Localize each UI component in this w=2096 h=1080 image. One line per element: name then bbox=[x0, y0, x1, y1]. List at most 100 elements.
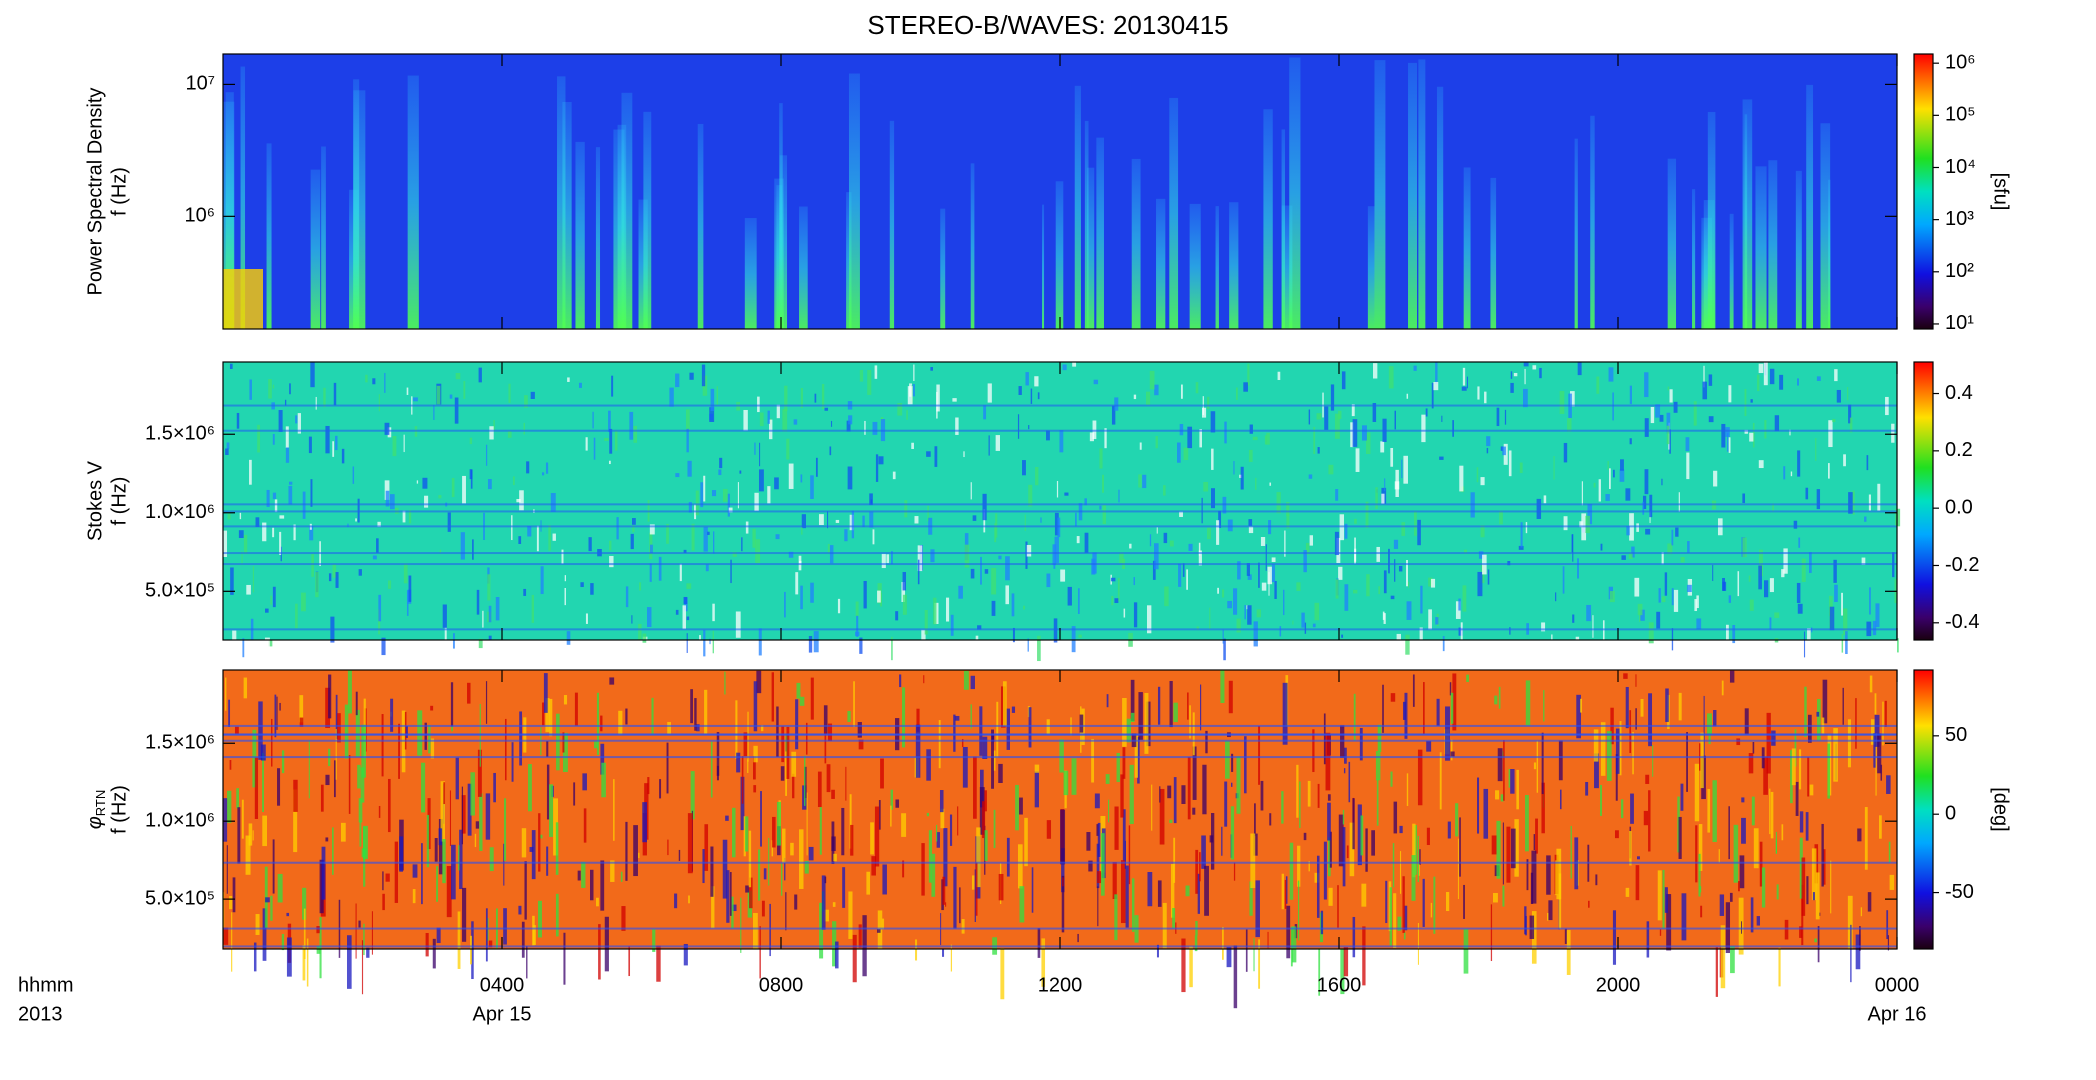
heatmap-cell bbox=[328, 674, 332, 719]
heatmap-cell bbox=[690, 771, 695, 820]
heatmap-cell bbox=[833, 853, 837, 862]
y-axis-label-subscript: RTN bbox=[93, 790, 108, 816]
heatmap-cell bbox=[1236, 618, 1241, 633]
heatmap-cell bbox=[767, 486, 771, 504]
heatmap-cell bbox=[949, 814, 953, 846]
heatmap-cell bbox=[1732, 625, 1736, 644]
heatmap-cell bbox=[895, 611, 899, 621]
heatmap-cell bbox=[553, 798, 559, 856]
heatmap-cell bbox=[1855, 934, 1861, 970]
heatmap-cell bbox=[667, 722, 671, 735]
heatmap-cell bbox=[285, 447, 290, 463]
heatmap-cell bbox=[365, 374, 368, 383]
heatmap-cell bbox=[1502, 885, 1505, 907]
heatmap-cell bbox=[299, 717, 304, 727]
heatmap-cell bbox=[1463, 167, 1471, 329]
heatmap-cell bbox=[901, 687, 906, 748]
heatmap-cell bbox=[785, 751, 788, 796]
heatmap-cell bbox=[359, 820, 362, 847]
heatmap-background bbox=[223, 670, 1897, 949]
heatmap-cell bbox=[1240, 466, 1244, 490]
heatmap-cell bbox=[488, 940, 493, 948]
heatmap-cell bbox=[1741, 797, 1745, 803]
heatmap-cell bbox=[1394, 481, 1400, 490]
heatmap-cell bbox=[1138, 692, 1143, 740]
heatmap-cell bbox=[1738, 881, 1740, 892]
heatmap-cell bbox=[1491, 835, 1497, 855]
heatmap-cell bbox=[995, 435, 1000, 451]
heatmap-cell bbox=[1125, 865, 1129, 928]
heatmap-cell bbox=[799, 206, 808, 329]
heatmap-cell bbox=[1279, 626, 1282, 637]
heatmap-cell bbox=[1686, 452, 1690, 480]
heatmap-cell bbox=[265, 897, 270, 903]
heatmap-cell bbox=[731, 896, 734, 929]
heatmap-cell bbox=[824, 909, 829, 922]
heatmap-cell bbox=[740, 897, 742, 953]
heatmap-cell bbox=[299, 695, 304, 723]
heatmap-cell bbox=[332, 563, 337, 578]
heatmap-cell bbox=[630, 533, 634, 550]
heatmap-cell bbox=[1642, 495, 1647, 510]
heatmap-cell bbox=[771, 840, 774, 857]
heatmap-cell bbox=[683, 596, 688, 605]
heatmap-cell bbox=[363, 825, 368, 860]
heatmap-cell bbox=[1323, 713, 1326, 765]
heatmap-cell bbox=[1687, 541, 1690, 553]
heatmap-cell bbox=[1671, 529, 1674, 546]
heatmap-cell bbox=[609, 540, 612, 551]
heatmap-cell bbox=[1819, 912, 1821, 916]
heatmap-cell bbox=[901, 813, 907, 837]
heatmap-cell bbox=[1116, 752, 1120, 782]
heatmap-cell bbox=[274, 694, 277, 738]
heatmap-cell bbox=[585, 613, 588, 624]
heatmap-cell bbox=[743, 409, 748, 431]
heatmap-cell bbox=[933, 597, 937, 625]
heatmap-cell bbox=[1541, 622, 1546, 632]
heatmap-cell bbox=[1571, 534, 1573, 553]
heatmap-cell bbox=[1623, 673, 1628, 679]
heatmap-cell bbox=[1130, 679, 1135, 721]
heatmap-cell bbox=[449, 790, 452, 846]
heatmap-cell bbox=[1658, 588, 1661, 603]
heatmap-cell bbox=[682, 605, 686, 630]
heatmap-cell bbox=[1567, 418, 1572, 432]
heatmap-cell bbox=[897, 403, 903, 416]
heatmap-cell bbox=[1664, 887, 1668, 913]
heatmap-cell bbox=[1510, 828, 1516, 869]
heatmap-cell bbox=[785, 892, 787, 931]
heatmap-cell bbox=[1091, 738, 1095, 783]
heatmap-cell bbox=[325, 774, 330, 786]
heatmap-cell bbox=[827, 511, 829, 529]
heatmap-cell bbox=[1188, 543, 1193, 551]
heatmap-cell bbox=[1801, 857, 1806, 916]
heatmap-cell bbox=[281, 750, 285, 774]
heatmap-cell bbox=[240, 66, 246, 329]
heatmap-cell bbox=[1764, 420, 1767, 439]
heatmap-cell bbox=[687, 813, 693, 874]
heatmap-cell bbox=[399, 836, 404, 872]
heatmap-cell bbox=[1590, 115, 1595, 329]
heatmap-cell bbox=[1442, 636, 1445, 652]
heatmap-cell bbox=[950, 614, 954, 636]
heatmap-cell bbox=[1181, 785, 1186, 804]
heatmap-cell bbox=[1585, 515, 1590, 534]
heatmap-cell bbox=[293, 779, 298, 812]
heatmap-cell bbox=[1327, 794, 1331, 801]
heatmap-cell bbox=[563, 932, 566, 985]
heatmap-cell bbox=[1035, 467, 1039, 486]
heatmap-cell bbox=[1357, 804, 1362, 866]
heatmap-cell bbox=[1498, 686, 1501, 709]
heatmap-cell bbox=[753, 745, 758, 763]
heatmap-cell bbox=[1799, 811, 1804, 833]
heatmap-cell bbox=[1536, 498, 1542, 519]
heatmap-cell bbox=[728, 507, 733, 513]
heatmap-cell bbox=[1790, 750, 1793, 804]
heatmap-cell bbox=[614, 430, 618, 451]
heatmap-cell bbox=[1466, 376, 1468, 389]
heatmap-cell bbox=[1028, 484, 1033, 507]
heatmap-cell bbox=[489, 426, 494, 440]
heatmap-cell bbox=[518, 536, 522, 544]
heatmap-cell bbox=[857, 722, 862, 738]
heatmap-cell bbox=[1340, 948, 1345, 995]
